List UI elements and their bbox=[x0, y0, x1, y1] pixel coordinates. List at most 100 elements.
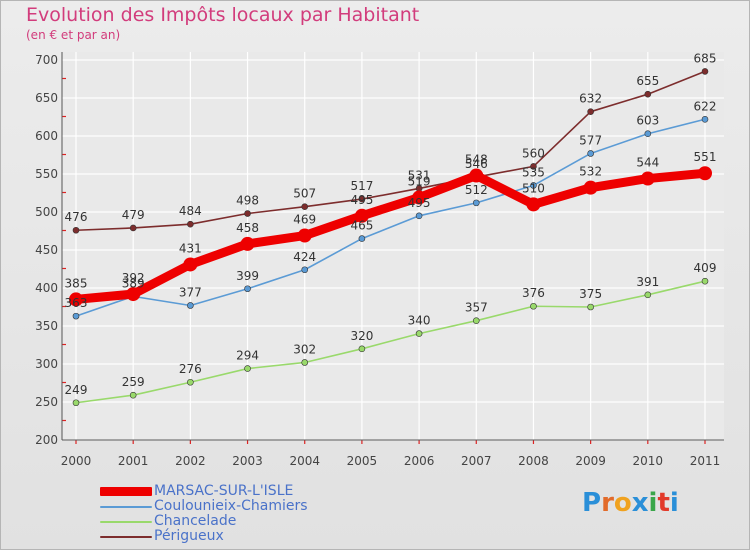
data-point-coulounieix bbox=[416, 213, 422, 219]
line-chart: 2002503003504004505005506006507002000 200… bbox=[0, 0, 750, 550]
x-tick-label: 2000 bbox=[61, 454, 92, 468]
data-point-chancelade bbox=[702, 278, 708, 284]
proxiti-logo: Proxiti bbox=[582, 488, 679, 518]
logo-letter: r bbox=[601, 488, 614, 518]
data-label-marsac: 544 bbox=[636, 156, 659, 170]
data-label-marsac: 458 bbox=[236, 221, 259, 235]
data-label-perigueux: 560 bbox=[522, 146, 545, 160]
data-label-marsac: 469 bbox=[293, 213, 316, 227]
y-tick-label: 400 bbox=[35, 281, 58, 295]
legend-item-coulounieix[interactable]: Coulounieix-Chamiers bbox=[100, 499, 400, 514]
y-tick-label: 600 bbox=[35, 129, 58, 143]
data-point-marsac bbox=[298, 229, 312, 243]
x-tick-label: 2009 bbox=[575, 454, 606, 468]
data-label-chancelade: 376 bbox=[522, 286, 545, 300]
data-label-perigueux: 498 bbox=[236, 194, 259, 208]
data-label-coulounieix: 424 bbox=[293, 250, 316, 264]
data-label-marsac: 392 bbox=[122, 271, 145, 285]
data-label-marsac: 495 bbox=[350, 193, 373, 207]
data-point-chancelade bbox=[73, 400, 79, 406]
data-point-perigueux bbox=[588, 109, 594, 115]
x-tick-label: 2007 bbox=[461, 454, 492, 468]
data-label-chancelade: 294 bbox=[236, 349, 259, 363]
data-label-chancelade: 302 bbox=[293, 342, 316, 356]
data-label-chancelade: 276 bbox=[179, 362, 202, 376]
data-label-perigueux: 476 bbox=[65, 210, 88, 224]
data-label-coulounieix: 377 bbox=[179, 285, 202, 299]
data-label-perigueux: 517 bbox=[350, 179, 373, 193]
data-point-coulounieix bbox=[588, 150, 594, 156]
data-point-coulounieix bbox=[302, 267, 308, 273]
data-label-marsac: 385 bbox=[65, 276, 88, 290]
data-point-coulounieix bbox=[245, 286, 251, 292]
x-tick-label: 2003 bbox=[232, 454, 263, 468]
x-tick-label: 2011 bbox=[690, 454, 721, 468]
data-point-marsac bbox=[641, 172, 655, 186]
data-label-marsac: 519 bbox=[408, 175, 431, 189]
data-label-coulounieix: 577 bbox=[579, 133, 602, 147]
data-point-perigueux bbox=[302, 204, 308, 210]
data-label-coulounieix: 465 bbox=[350, 219, 373, 233]
data-label-coulounieix: 622 bbox=[694, 99, 717, 113]
data-point-marsac bbox=[698, 166, 712, 180]
legend-swatch-chancelade bbox=[100, 521, 152, 523]
x-tick-label: 2010 bbox=[633, 454, 664, 468]
y-tick-label: 300 bbox=[35, 357, 58, 371]
data-point-chancelade bbox=[416, 331, 422, 337]
data-point-coulounieix bbox=[702, 116, 708, 122]
data-label-coulounieix: 512 bbox=[465, 183, 488, 197]
legend-item-chancelade[interactable]: Chancelade bbox=[100, 514, 400, 529]
data-point-marsac bbox=[241, 237, 255, 251]
data-point-chancelade bbox=[245, 366, 251, 372]
data-label-coulounieix: 603 bbox=[636, 114, 659, 128]
logo-letter: i bbox=[670, 488, 679, 518]
data-label-chancelade: 249 bbox=[65, 383, 88, 397]
data-point-chancelade bbox=[359, 346, 365, 352]
data-label-marsac: 510 bbox=[522, 181, 545, 195]
x-tick-label: 2001 bbox=[118, 454, 149, 468]
data-label-chancelade: 375 bbox=[579, 287, 602, 301]
logo-letter: P bbox=[582, 488, 601, 518]
data-point-perigueux bbox=[245, 211, 251, 217]
y-tick-label: 650 bbox=[35, 91, 58, 105]
y-tick-label: 350 bbox=[35, 319, 58, 333]
legend-item-perigueux[interactable]: Périgueux bbox=[100, 529, 400, 544]
data-label-chancelade: 391 bbox=[636, 275, 659, 289]
data-point-perigueux bbox=[645, 91, 651, 97]
data-label-marsac: 431 bbox=[179, 241, 202, 255]
data-label-marsac: 532 bbox=[579, 165, 602, 179]
x-tick-label: 2008 bbox=[518, 454, 549, 468]
data-label-chancelade: 409 bbox=[694, 261, 717, 275]
logo-letter: x bbox=[632, 488, 649, 518]
y-tick-label: 450 bbox=[35, 243, 58, 257]
data-label-coulounieix: 399 bbox=[236, 269, 259, 283]
x-tick-label: 2006 bbox=[404, 454, 435, 468]
legend-label-coulounieix: Coulounieix-Chamiers bbox=[154, 499, 308, 514]
y-tick-label: 500 bbox=[35, 205, 58, 219]
data-point-coulounieix bbox=[359, 236, 365, 242]
data-label-chancelade: 320 bbox=[350, 329, 373, 343]
data-point-chancelade bbox=[302, 359, 308, 365]
data-label-perigueux: 484 bbox=[179, 204, 202, 218]
data-point-coulounieix bbox=[645, 131, 651, 137]
data-label-marsac: 548 bbox=[465, 153, 488, 167]
legend-swatch-coulounieix bbox=[100, 506, 152, 508]
data-point-chancelade bbox=[645, 292, 651, 298]
data-label-coulounieix: 495 bbox=[408, 196, 431, 210]
data-point-chancelade bbox=[530, 303, 536, 309]
legend-label-chancelade: Chancelade bbox=[154, 514, 236, 529]
data-point-marsac bbox=[526, 197, 540, 211]
data-point-perigueux bbox=[73, 227, 79, 233]
logo-letter: o bbox=[614, 488, 632, 518]
legend-item-marsac[interactable]: MARSAC-SUR-L'ISLE bbox=[100, 484, 400, 499]
logo-letter: t bbox=[657, 488, 669, 518]
legend-swatch-marsac bbox=[100, 487, 152, 496]
data-point-coulounieix bbox=[187, 302, 193, 308]
data-point-chancelade bbox=[187, 379, 193, 385]
data-label-chancelade: 259 bbox=[122, 375, 145, 389]
data-label-perigueux: 632 bbox=[579, 92, 602, 106]
data-label-perigueux: 479 bbox=[122, 208, 145, 222]
legend-label-marsac: MARSAC-SUR-L'ISLE bbox=[154, 484, 293, 499]
data-point-coulounieix bbox=[73, 313, 79, 319]
plot-area bbox=[62, 52, 724, 440]
